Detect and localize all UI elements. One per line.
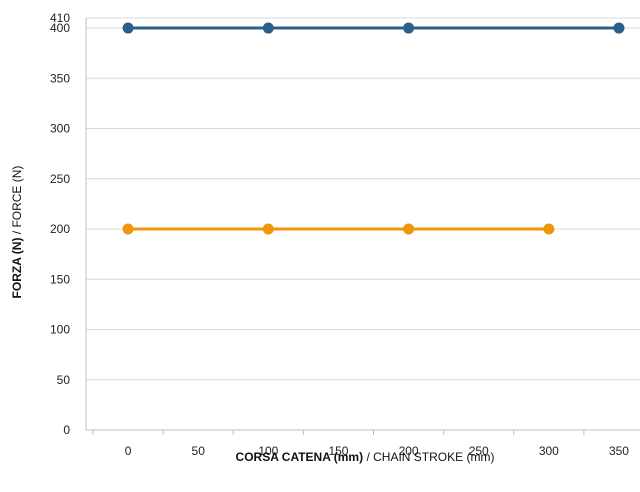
series-2-point — [543, 223, 555, 235]
y-tick-label: 50 — [57, 373, 71, 387]
y-tick-label: 0 — [63, 423, 70, 437]
x-axis-ticks: 0 50 100 150 200 250 300 350 — [92, 430, 629, 458]
y-tick-label: 410 — [50, 11, 70, 25]
series-2-point — [403, 223, 415, 235]
y-tick-label: 400 — [50, 21, 70, 35]
x-tick-label: 250 — [469, 444, 489, 458]
y-tick-label: 100 — [50, 323, 70, 337]
series-2-point — [262, 223, 274, 235]
y-tick-label: 150 — [50, 272, 70, 286]
y-tick-label: 350 — [50, 71, 70, 85]
x-tick-label: 200 — [399, 444, 419, 458]
series-layer — [122, 22, 625, 235]
series-2 — [122, 223, 555, 235]
x-tick-label: 300 — [539, 444, 559, 458]
x-tick-label: 100 — [258, 444, 278, 458]
series-1 — [122, 22, 625, 34]
y-axis-title-main: FORZA (N) — [10, 238, 24, 299]
y-axis-title-secondary: / FORCE (N) — [10, 166, 24, 238]
series-1-point — [403, 22, 415, 34]
y-tick-label: 250 — [50, 172, 70, 186]
series-1-point — [262, 22, 274, 34]
x-tick-label: 50 — [192, 444, 206, 458]
series-2-point — [122, 223, 134, 235]
series-1-point — [613, 22, 625, 34]
x-axis-title-secondary: / CHAIN STROKE (mm) — [363, 450, 494, 464]
x-tick-label: 350 — [609, 444, 629, 458]
x-axis-title: CORSA CATENA (mm) / CHAIN STROKE (mm) — [236, 450, 495, 464]
y-tick-label: 200 — [50, 222, 70, 236]
y-axis-title: FORZA (N) / FORCE (N) — [10, 166, 24, 299]
x-tick-label: 0 — [125, 444, 132, 458]
x-axis-title-main: CORSA CATENA (mm) — [236, 450, 364, 464]
y-tick-label: 300 — [50, 122, 70, 136]
x-tick-label: 150 — [328, 444, 348, 458]
series-1-point — [122, 22, 134, 34]
gridlines — [86, 17, 640, 381]
